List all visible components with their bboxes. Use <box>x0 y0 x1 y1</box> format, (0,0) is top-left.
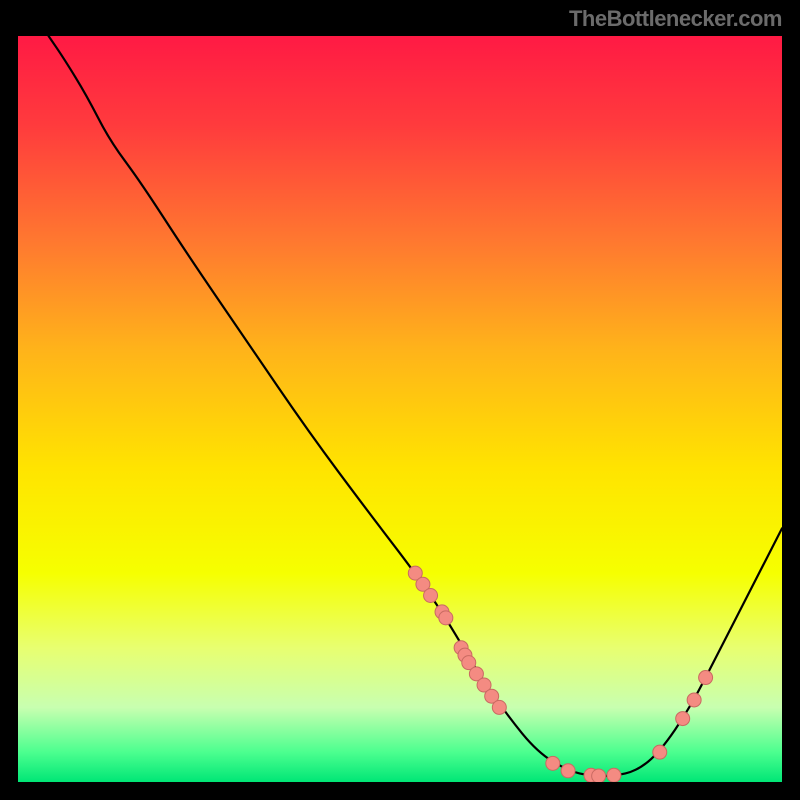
data-marker <box>687 693 701 707</box>
data-marker <box>699 671 713 685</box>
data-marker <box>492 700 506 714</box>
chart-background <box>18 36 782 782</box>
data-marker <box>607 768 621 782</box>
data-marker <box>424 589 438 603</box>
attribution-label: TheBottlenecker.com <box>569 6 782 32</box>
data-marker <box>561 764 575 778</box>
chart-plot-area <box>18 36 782 782</box>
data-marker <box>592 769 606 782</box>
data-marker <box>546 756 560 770</box>
data-marker <box>676 712 690 726</box>
chart-svg <box>18 36 782 782</box>
data-marker <box>653 745 667 759</box>
data-marker <box>439 611 453 625</box>
